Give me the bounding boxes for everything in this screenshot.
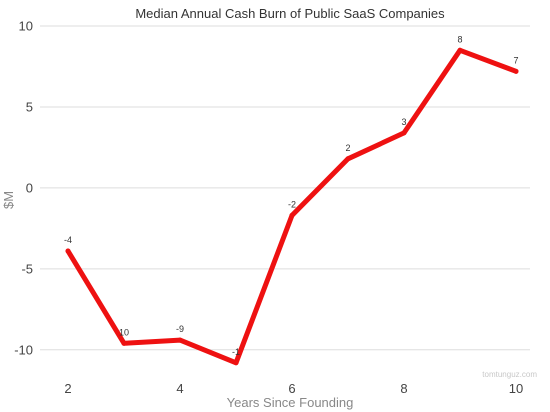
data-label: 10 (119, 327, 129, 337)
data-label: -9 (176, 324, 184, 334)
x-axis-ticks: 2 4 6 8 10 (64, 381, 523, 396)
y-tick-label: 10 (19, 19, 33, 34)
data-point (177, 337, 183, 343)
data-label: -4 (64, 235, 72, 245)
data-label: -2 (288, 199, 296, 209)
gridlines (40, 25, 530, 351)
data-point (289, 212, 295, 218)
data-label: 3 (401, 117, 406, 127)
y-axis-ticks: 10 5 0 -5 -10 (14, 19, 33, 358)
y-tick-label: 5 (26, 99, 33, 114)
x-axis-label: Years Since Founding (227, 395, 354, 410)
data-label: -1 (232, 347, 240, 357)
x-tick-label: 10 (509, 381, 523, 396)
data-point (233, 360, 239, 366)
x-tick-label: 2 (64, 381, 71, 396)
x-tick-label: 8 (400, 381, 407, 396)
data-point (401, 130, 407, 136)
data-label: 8 (457, 34, 462, 44)
data-point (457, 47, 463, 53)
y-tick-label: -5 (21, 261, 33, 276)
series-line (65, 47, 519, 366)
data-labels: -4 10 -9 -1 -2 2 3 8 7 (64, 34, 519, 356)
y-axis-label: $M (1, 191, 16, 209)
y-tick-label: -10 (14, 342, 33, 357)
data-point (65, 248, 71, 254)
x-tick-label: 6 (288, 381, 295, 396)
data-label: 2 (345, 143, 350, 153)
data-point (121, 340, 127, 346)
data-point (513, 68, 519, 74)
y-tick-label: 0 (26, 180, 33, 195)
data-label: 7 (513, 55, 518, 65)
chart-title: Median Annual Cash Burn of Public SaaS C… (135, 6, 445, 21)
watermark: tomtunguz.com (482, 370, 537, 379)
data-point (345, 156, 351, 162)
x-tick-label: 4 (176, 381, 183, 396)
